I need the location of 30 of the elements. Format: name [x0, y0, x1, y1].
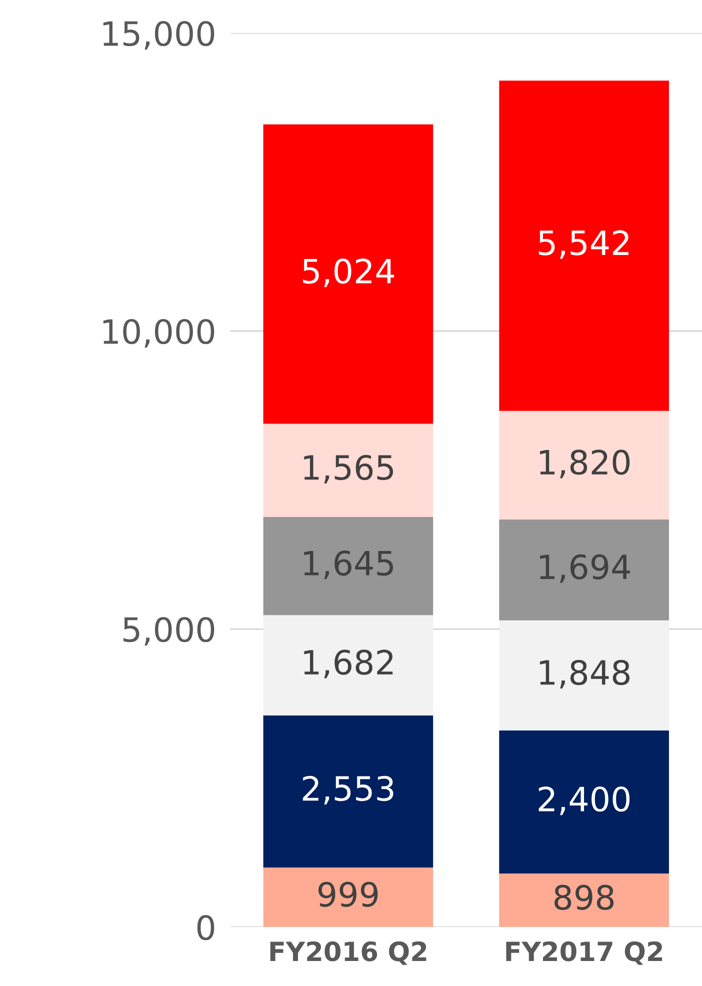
data-label: 5,542 — [538, 230, 628, 259]
data-label: 1,682 — [304, 650, 393, 678]
data-label: 1,848 — [540, 660, 630, 688]
bar — [499, 730, 669, 874]
data-label: 1,694 — [540, 554, 630, 583]
bar — [499, 874, 669, 928]
bar — [263, 715, 434, 868]
data-label: 2,553 — [302, 776, 394, 804]
bar — [499, 410, 669, 520]
y-tick-label: 10,000 — [103, 318, 214, 348]
data-label: 1,565 — [304, 454, 393, 484]
y-tick-label: 0 — [197, 914, 214, 940]
data-label: 999 — [318, 882, 378, 907]
bar — [263, 615, 434, 716]
bar — [263, 517, 434, 616]
bar — [263, 867, 434, 928]
data-label: 1,645 — [304, 550, 393, 580]
data-label: 2,400 — [538, 786, 630, 816]
x-tick-label: FY2017 Q2 — [506, 941, 662, 965]
x-tick-label: FY2016 Q2 — [270, 941, 426, 965]
data-label: 5,024 — [303, 258, 394, 288]
bar — [263, 424, 434, 518]
bar — [263, 124, 434, 424]
bar — [499, 519, 669, 620]
bar — [499, 80, 669, 411]
bar — [499, 620, 669, 730]
y-tick-label: 15,000 — [103, 20, 214, 50]
y-tick-label: 5,000 — [124, 616, 214, 646]
data-label: 1,820 — [540, 450, 630, 478]
data-label: 898 — [554, 884, 614, 910]
